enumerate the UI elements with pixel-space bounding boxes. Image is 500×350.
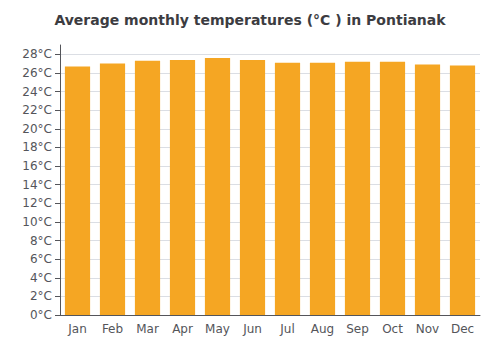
- svg-text:26°C: 26°C: [22, 66, 52, 80]
- svg-text:18°C: 18°C: [22, 140, 52, 154]
- svg-text:20°C: 20°C: [22, 122, 52, 136]
- svg-text:Dec: Dec: [451, 322, 474, 336]
- svg-text:Mar: Mar: [136, 322, 159, 336]
- svg-text:Jul: Jul: [279, 322, 294, 336]
- svg-text:12°C: 12°C: [22, 196, 52, 210]
- svg-text:22°C: 22°C: [22, 103, 52, 117]
- svg-text:Aug: Aug: [311, 322, 334, 336]
- svg-text:2°C: 2°C: [30, 289, 52, 303]
- svg-text:Sep: Sep: [346, 322, 369, 336]
- svg-text:10°C: 10°C: [22, 215, 52, 229]
- svg-text:Jan: Jan: [67, 322, 87, 336]
- svg-text:4°C: 4°C: [30, 271, 52, 285]
- svg-text:Average monthly temperatures (: Average monthly temperatures (°C ) in Po…: [54, 12, 446, 28]
- svg-text:Nov: Nov: [416, 322, 439, 336]
- svg-text:24°C: 24°C: [22, 85, 52, 99]
- svg-text:Jun: Jun: [242, 322, 262, 336]
- svg-text:6°C: 6°C: [30, 252, 52, 266]
- svg-text:0°C: 0°C: [30, 308, 52, 322]
- svg-text:Oct: Oct: [382, 322, 403, 336]
- svg-text:Apr: Apr: [172, 322, 193, 336]
- svg-text:Feb: Feb: [102, 322, 123, 336]
- svg-text:16°C: 16°C: [22, 159, 52, 173]
- svg-text:8°C: 8°C: [30, 234, 52, 248]
- svg-text:May: May: [205, 322, 230, 336]
- svg-text:14°C: 14°C: [22, 178, 52, 192]
- svg-text:28°C: 28°C: [22, 47, 52, 61]
